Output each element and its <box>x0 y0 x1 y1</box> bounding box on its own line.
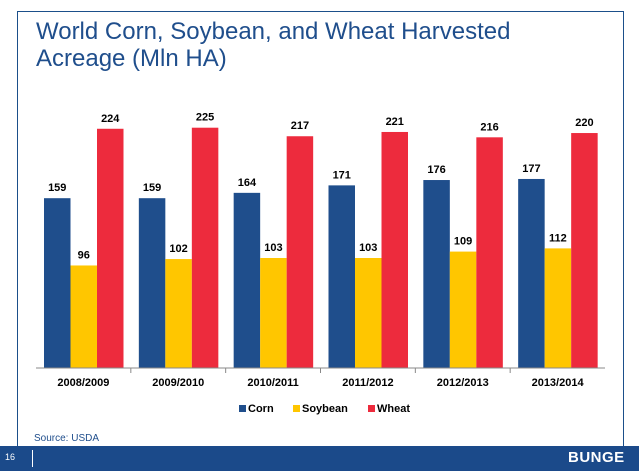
bar-soybean <box>260 257 287 368</box>
data-label-soybean: 103 <box>359 242 377 254</box>
bar-corn <box>328 185 355 368</box>
bar-wheat <box>97 128 124 368</box>
x-tick-label: 2010/2011 <box>247 377 298 389</box>
bar-soybean <box>165 259 192 368</box>
data-label-corn: 171 <box>333 169 351 181</box>
data-label-wheat: 216 <box>480 121 498 133</box>
bar-wheat <box>571 133 598 368</box>
x-tick-label: 2008/2009 <box>57 377 109 389</box>
legend-label-wheat: Wheat <box>377 403 410 415</box>
x-tick-label: 2012/2013 <box>437 377 489 389</box>
data-label-wheat: 224 <box>101 113 120 125</box>
bar-corn <box>138 198 166 368</box>
legend-label-corn: Corn <box>248 403 274 415</box>
data-label-corn: 159 <box>48 182 66 194</box>
data-label-wheat: 225 <box>196 112 214 124</box>
legend-swatch-soybean <box>293 405 300 412</box>
bar-corn <box>423 180 450 368</box>
data-label-soybean: 96 <box>78 249 90 261</box>
x-tick-label: 2011/2012 <box>342 377 393 389</box>
bar-wheat <box>381 131 408 368</box>
source-note: Source: USDA <box>34 433 100 444</box>
data-label-wheat: 217 <box>291 120 309 132</box>
footer-divider <box>32 450 33 467</box>
bar-soybean <box>70 265 97 368</box>
bar-wheat <box>191 127 219 368</box>
legend-swatch-wheat <box>368 405 375 412</box>
data-label-wheat: 221 <box>386 116 404 128</box>
data-label-corn: 159 <box>143 182 161 194</box>
bar-soybean <box>544 248 572 368</box>
bunge-logo: BUNGE <box>568 449 625 466</box>
legend-swatch-corn <box>239 405 246 412</box>
slide-title: World Corn, Soybean, and Wheat Harvested… <box>36 18 511 72</box>
data-label-soybean: 109 <box>454 236 472 248</box>
bar-corn <box>44 198 71 368</box>
bar-wheat <box>476 137 503 368</box>
page-number: 16 <box>5 452 16 462</box>
data-label-soybean: 103 <box>264 242 282 254</box>
x-tick-label: 2009/2010 <box>152 377 204 389</box>
data-label-soybean: 112 <box>549 232 567 244</box>
bar-soybean <box>355 257 382 368</box>
data-label-corn: 177 <box>522 163 540 175</box>
bar-wheat <box>286 136 314 368</box>
x-tick-label: 2013/2014 <box>532 377 585 389</box>
data-label-corn: 176 <box>427 164 445 176</box>
bar-corn <box>518 178 545 368</box>
legend-label-soybean: Soybean <box>302 403 348 415</box>
bar-soybean <box>449 251 477 368</box>
footer-bar: 16 BUNGE <box>0 446 639 471</box>
bar-corn <box>233 192 261 368</box>
data-label-soybean: 102 <box>169 243 187 255</box>
data-label-wheat: 220 <box>575 117 593 129</box>
data-label-corn: 164 <box>238 177 257 189</box>
